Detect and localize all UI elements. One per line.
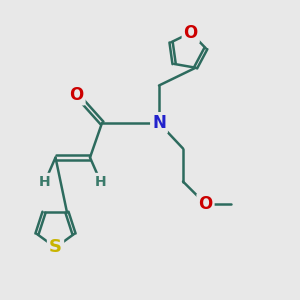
Text: O: O (69, 85, 84, 103)
Text: H: H (39, 175, 51, 188)
Text: O: O (198, 195, 213, 213)
Text: N: N (152, 114, 166, 132)
Text: H: H (95, 175, 106, 188)
Text: O: O (184, 24, 198, 42)
Text: S: S (49, 238, 62, 256)
